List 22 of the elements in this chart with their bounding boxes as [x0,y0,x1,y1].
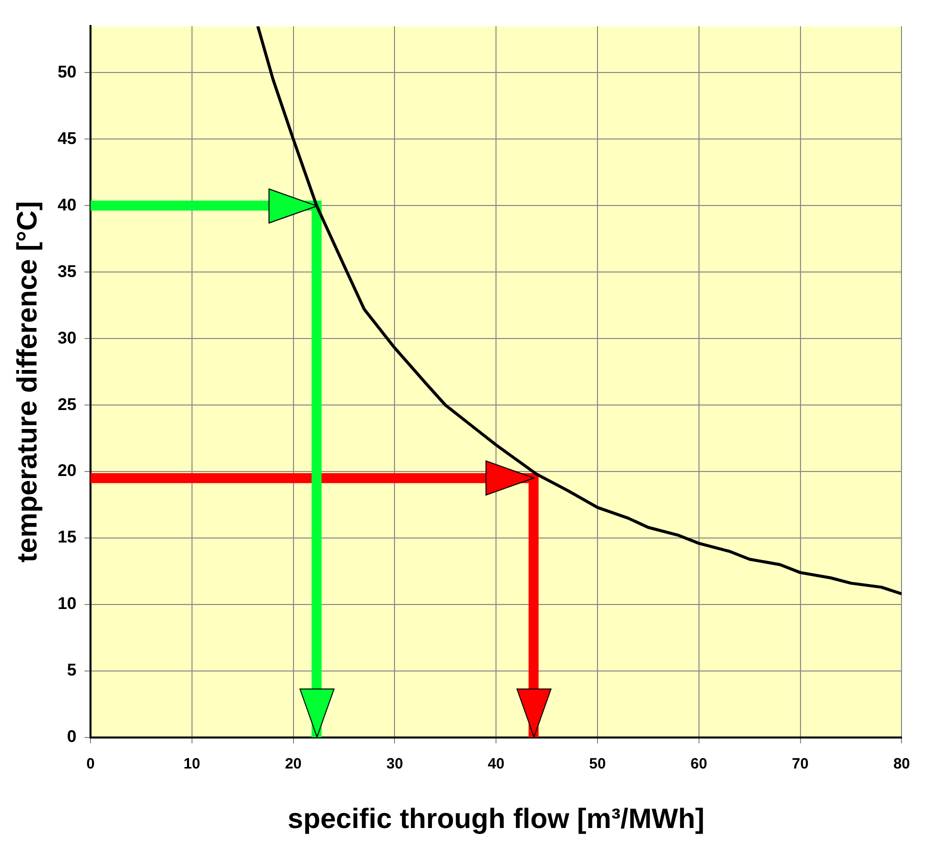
y-tick-label: 50 [58,62,77,82]
y-tick-label: 30 [58,328,77,348]
x-tick-label: 80 [893,756,910,773]
x-tick-label: 60 [690,756,708,773]
x-tick-label: 40 [488,756,504,773]
x-tick-label: 0 [86,756,95,773]
y-tick-label: 45 [58,128,77,148]
y-tick-label: 20 [58,461,77,480]
x-tick-label: 10 [184,756,200,773]
y-axis-title: temperature difference [°C] [12,201,43,562]
x-tick-label: 50 [589,756,606,773]
y-tick-label: 10 [58,594,77,614]
x-tick-label: 30 [386,756,404,773]
y-tick-label: 25 [58,394,77,414]
y-tick-label: 35 [58,262,77,281]
x-axis-title: specific through flow [m³/MWh] [288,802,705,834]
x-tick-label: 20 [284,756,302,773]
y-tick-label: 40 [58,195,77,214]
y-tick-label: 0 [67,727,77,746]
y-tick-label: 15 [58,528,77,547]
x-tick-label: 70 [792,756,809,773]
y-tick-label: 5 [67,660,77,680]
